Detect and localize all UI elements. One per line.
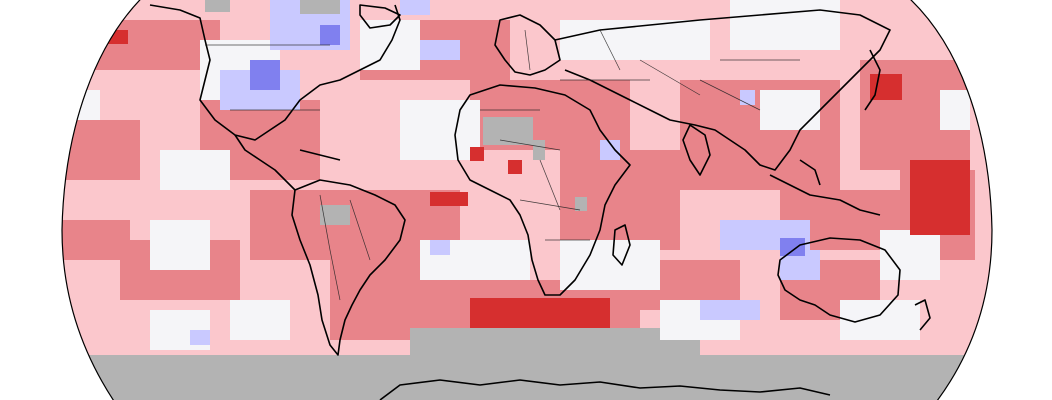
anomaly-cell-cooler (600, 140, 620, 160)
anomaly-cell-much-warmer (470, 147, 484, 161)
anomaly-cell-cooler (700, 300, 760, 320)
anomaly-cell-warmer (330, 250, 420, 340)
border-2 (319, 194, 341, 301)
anomaly-cell-much-warmer (100, 30, 128, 44)
anomaly-cell-cooler (420, 40, 460, 60)
anomaly-cell-no-data (320, 205, 350, 225)
anomaly-cell-near-average (760, 90, 820, 130)
border-11 (699, 79, 761, 111)
anomaly-cell-cooler (430, 240, 450, 255)
anomaly-cell-much-warmer (45, 148, 61, 162)
anomaly-cell-near-average (400, 100, 480, 160)
border-10 (639, 59, 701, 96)
coastline-2 (299, 149, 341, 161)
anomaly-cell-no-data (575, 197, 587, 211)
anomaly-cell-warmer (62, 120, 140, 180)
coastline-0 (149, 4, 401, 141)
anomaly-cell-no-data (533, 140, 545, 160)
anomaly-cell-near-average (160, 150, 230, 190)
anomaly-cell-near-average (560, 240, 660, 290)
coastline-9 (682, 124, 711, 176)
anomaly-cell-no-data (205, 0, 230, 12)
anomaly-cell-no-data (483, 117, 533, 145)
coastline-3 (291, 179, 406, 356)
anomaly-cell-much-warmer (430, 192, 468, 206)
anomaly-cell-warmer (62, 220, 130, 260)
anomaly-cell-near-average (840, 300, 920, 340)
anomaly-cell-much-cooler (780, 238, 805, 256)
border-7 (519, 199, 581, 211)
coastline-6 (454, 84, 631, 296)
coastline-4 (359, 4, 401, 29)
coastline-10 (769, 174, 881, 216)
anomaly-cell-much-warmer (508, 160, 522, 174)
anomaly-cell-no-data (300, 0, 340, 14)
coastline-12 (864, 49, 881, 111)
coastline-15 (379, 379, 831, 400)
anomaly-cell-cooler (190, 330, 210, 345)
anomaly-cell-warmer (62, 20, 220, 70)
coastlines (149, 4, 931, 400)
border-13 (524, 29, 531, 71)
anomaly-cell-much-warmer (910, 160, 970, 235)
border-12 (599, 29, 621, 71)
border-5 (499, 139, 561, 151)
country-borders (205, 29, 800, 301)
coastline-11 (799, 159, 821, 186)
coastline-8 (554, 9, 891, 171)
anomaly-cell-near-average (62, 90, 100, 120)
coastline-7 (612, 224, 631, 266)
anomaly-cell-cooler (740, 90, 755, 105)
border-3 (349, 199, 371, 261)
anomaly-cell-cooler (400, 0, 430, 15)
anomaly-cell-no-data (62, 355, 992, 400)
anomaly-cell-much-cooler (320, 25, 340, 45)
anomaly-cell-much-warmer (20, 222, 34, 238)
coastline-13 (777, 237, 901, 323)
coastline-1 (234, 134, 296, 191)
anomaly-cell-near-average (230, 300, 290, 340)
coastline-14 (914, 299, 931, 331)
anomaly-cell-much-cooler (250, 60, 280, 90)
anomaly-cell-near-average (730, 0, 840, 50)
anomaly-cell-near-average (940, 90, 970, 130)
coastline-5 (494, 14, 561, 76)
anomaly-cell-near-average (880, 230, 940, 280)
globe-outline (61, 0, 993, 400)
anomaly-cell-near-average (150, 220, 210, 270)
border-6 (539, 159, 561, 211)
